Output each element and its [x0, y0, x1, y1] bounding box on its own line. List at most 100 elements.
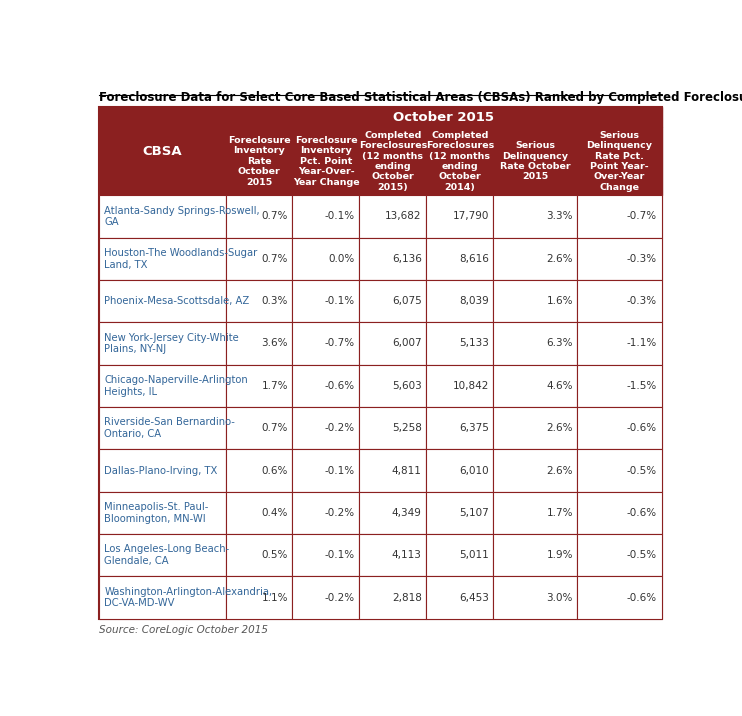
Text: 1.7%: 1.7%	[546, 508, 573, 518]
Text: Foreclosure
Inventory
Pct. Point
Year-Over-
Year Change: Foreclosure Inventory Pct. Point Year-Ov…	[292, 136, 359, 187]
FancyBboxPatch shape	[493, 280, 577, 322]
Text: 0.4%: 0.4%	[261, 508, 288, 518]
Text: -0.1%: -0.1%	[325, 465, 355, 475]
Text: Source: CoreLogic October 2015: Source: CoreLogic October 2015	[99, 625, 268, 635]
Text: -0.5%: -0.5%	[627, 465, 657, 475]
Text: -0.1%: -0.1%	[325, 550, 355, 560]
FancyBboxPatch shape	[292, 364, 359, 407]
Text: 6,007: 6,007	[392, 339, 421, 349]
FancyBboxPatch shape	[577, 280, 662, 322]
FancyBboxPatch shape	[226, 576, 292, 619]
FancyBboxPatch shape	[493, 407, 577, 450]
FancyBboxPatch shape	[292, 407, 359, 450]
FancyBboxPatch shape	[493, 450, 577, 492]
FancyBboxPatch shape	[359, 492, 427, 534]
FancyBboxPatch shape	[577, 534, 662, 576]
FancyBboxPatch shape	[577, 576, 662, 619]
Text: -0.1%: -0.1%	[325, 296, 355, 306]
FancyBboxPatch shape	[493, 322, 577, 364]
Text: -0.6%: -0.6%	[325, 381, 355, 391]
Text: Washington-Arlington-Alexandria,
DC-VA-MD-WV: Washington-Arlington-Alexandria, DC-VA-M…	[105, 587, 272, 609]
FancyBboxPatch shape	[99, 322, 226, 364]
FancyBboxPatch shape	[359, 238, 427, 280]
FancyBboxPatch shape	[99, 107, 662, 619]
FancyBboxPatch shape	[292, 195, 359, 238]
Text: 5,133: 5,133	[459, 339, 489, 349]
Text: 2.6%: 2.6%	[546, 253, 573, 263]
FancyBboxPatch shape	[427, 238, 493, 280]
FancyBboxPatch shape	[359, 195, 427, 238]
Text: 6,010: 6,010	[459, 465, 489, 475]
Text: 5,107: 5,107	[459, 508, 489, 518]
Text: 3.0%: 3.0%	[546, 593, 573, 603]
Text: 5,603: 5,603	[392, 381, 421, 391]
Text: 6,453: 6,453	[459, 593, 489, 603]
FancyBboxPatch shape	[359, 364, 427, 407]
Text: 3.6%: 3.6%	[261, 339, 288, 349]
Text: -0.6%: -0.6%	[627, 423, 657, 433]
FancyBboxPatch shape	[226, 280, 292, 322]
FancyBboxPatch shape	[292, 492, 359, 534]
FancyBboxPatch shape	[292, 127, 359, 195]
FancyBboxPatch shape	[226, 407, 292, 450]
Text: Chicago-Naperville-Arlington
Heights, IL: Chicago-Naperville-Arlington Heights, IL	[105, 375, 248, 397]
Text: 8,039: 8,039	[459, 296, 489, 306]
FancyBboxPatch shape	[226, 238, 292, 280]
FancyBboxPatch shape	[359, 450, 427, 492]
FancyBboxPatch shape	[359, 407, 427, 450]
FancyBboxPatch shape	[427, 407, 493, 450]
Text: Atlanta-Sandy Springs-Roswell,
GA: Atlanta-Sandy Springs-Roswell, GA	[105, 205, 260, 227]
FancyBboxPatch shape	[427, 127, 493, 195]
Text: Serious
Delinquency
Rate October
2015: Serious Delinquency Rate October 2015	[500, 141, 571, 181]
Text: Houston-The Woodlands-Sugar
Land, TX: Houston-The Woodlands-Sugar Land, TX	[105, 248, 257, 270]
FancyBboxPatch shape	[99, 238, 226, 280]
FancyBboxPatch shape	[427, 576, 493, 619]
FancyBboxPatch shape	[226, 492, 292, 534]
Text: 0.3%: 0.3%	[261, 296, 288, 306]
Text: Phoenix-Mesa-Scottsdale, AZ: Phoenix-Mesa-Scottsdale, AZ	[105, 296, 249, 306]
FancyBboxPatch shape	[427, 492, 493, 534]
FancyBboxPatch shape	[359, 280, 427, 322]
Text: 2,818: 2,818	[392, 593, 421, 603]
Text: 1.7%: 1.7%	[261, 381, 288, 391]
FancyBboxPatch shape	[577, 127, 662, 195]
Text: -0.1%: -0.1%	[325, 211, 355, 221]
Text: 1.6%: 1.6%	[546, 296, 573, 306]
Text: 0.6%: 0.6%	[261, 465, 288, 475]
FancyBboxPatch shape	[359, 322, 427, 364]
FancyBboxPatch shape	[226, 534, 292, 576]
Text: 6,075: 6,075	[392, 296, 421, 306]
FancyBboxPatch shape	[493, 576, 577, 619]
Text: Riverside-San Bernardino-
Ontario, CA: Riverside-San Bernardino- Ontario, CA	[105, 417, 235, 439]
Text: 5,011: 5,011	[459, 550, 489, 560]
FancyBboxPatch shape	[427, 534, 493, 576]
Text: 17,790: 17,790	[453, 211, 489, 221]
FancyBboxPatch shape	[99, 534, 226, 576]
FancyBboxPatch shape	[577, 364, 662, 407]
Text: 4,113: 4,113	[392, 550, 421, 560]
Text: 2.6%: 2.6%	[546, 465, 573, 475]
Text: -1.5%: -1.5%	[627, 381, 657, 391]
FancyBboxPatch shape	[493, 364, 577, 407]
Text: Serious
Delinquency
Rate Pct.
Point Year-
Over-Year
Change: Serious Delinquency Rate Pct. Point Year…	[586, 131, 652, 192]
Text: 13,682: 13,682	[385, 211, 421, 221]
FancyBboxPatch shape	[226, 195, 292, 238]
Text: 10,842: 10,842	[453, 381, 489, 391]
Text: -0.2%: -0.2%	[325, 508, 355, 518]
FancyBboxPatch shape	[99, 492, 226, 534]
FancyBboxPatch shape	[99, 364, 226, 407]
Text: Foreclosure Data for Select Core Based Statistical Areas (CBSAs) Ranked by Compl: Foreclosure Data for Select Core Based S…	[99, 90, 742, 104]
Text: 1.1%: 1.1%	[261, 593, 288, 603]
Text: 3.3%: 3.3%	[546, 211, 573, 221]
Text: October 2015: October 2015	[393, 111, 494, 124]
FancyBboxPatch shape	[427, 195, 493, 238]
Text: -0.7%: -0.7%	[325, 339, 355, 349]
FancyBboxPatch shape	[577, 195, 662, 238]
FancyBboxPatch shape	[292, 322, 359, 364]
FancyBboxPatch shape	[99, 280, 226, 322]
Text: 4.6%: 4.6%	[546, 381, 573, 391]
FancyBboxPatch shape	[226, 364, 292, 407]
FancyBboxPatch shape	[427, 322, 493, 364]
FancyBboxPatch shape	[577, 238, 662, 280]
Text: 8,616: 8,616	[459, 253, 489, 263]
